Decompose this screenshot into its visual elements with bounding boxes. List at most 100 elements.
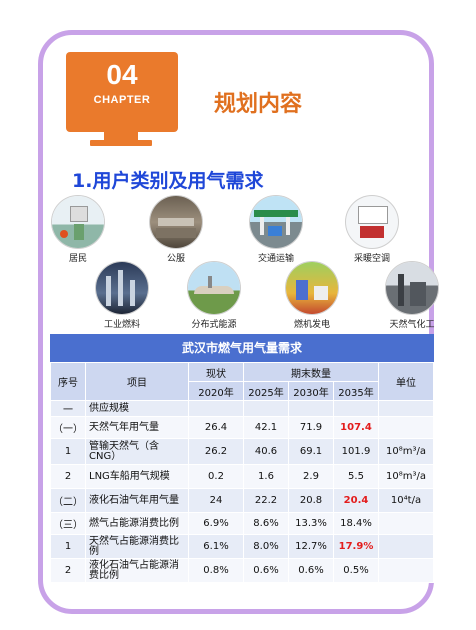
cell-2025: [243, 400, 289, 417]
cell-2020: [188, 400, 244, 417]
col-header-no: 序号: [50, 362, 86, 401]
row-no: （二）: [50, 488, 86, 513]
row-item: 液化石油气年用气量: [85, 488, 189, 513]
row-item: 管输天然气（含CNG）: [85, 438, 189, 465]
cell-2030: 12.7%: [288, 534, 334, 559]
row-unit: [378, 534, 434, 559]
badge-base: [90, 140, 152, 146]
cell-2030: 2.9: [288, 464, 334, 489]
section-title: 1.用户类别及用气需求: [72, 170, 264, 192]
category-label: 分布式能源: [191, 320, 237, 330]
row-unit: 10⁸m³/a: [378, 464, 434, 489]
cell-2035: 107.4: [333, 416, 379, 439]
badge-stand: [104, 132, 138, 140]
gas-station-icon: [250, 196, 302, 248]
cell-2020: 24: [188, 488, 244, 513]
category-residential: 居民: [38, 196, 118, 264]
category-gas-chemical: 天然气化工: [372, 262, 452, 330]
cell-2035: 18.4%: [333, 512, 379, 535]
category-public-service: 公服: [136, 196, 216, 264]
category-label: 天然气化工: [389, 320, 435, 330]
row-unit: [378, 416, 434, 439]
row-unit: [378, 400, 434, 417]
col-header-item: 项目: [85, 362, 189, 401]
row-item: 天然气年用气量: [85, 416, 189, 439]
cell-2020: 6.1%: [188, 534, 244, 559]
cell-2025: 8.6%: [243, 512, 289, 535]
row-item: 天然气占能源消费比例: [85, 534, 189, 559]
cell-2035: [333, 400, 379, 417]
category-label: 公服: [166, 254, 185, 264]
table-row: （二） 液化石油气年用气量 24 22.2 20.8 20.4 10⁴t/a: [50, 488, 434, 513]
category-label: 居民: [68, 254, 87, 264]
cell-2030: 13.3%: [288, 512, 334, 535]
cell-2030: 71.9: [288, 416, 334, 439]
category-distributed-energy: 分布式能源: [174, 262, 254, 330]
gas-demand-table: 武汉市燃气用气量需求 序号 项目 现状 期末数量 单位 2020年 2025年 …: [50, 334, 434, 583]
category-industrial-fuel: 工业燃料: [82, 262, 162, 330]
cell-2020: 6.9%: [188, 512, 244, 535]
row-item: 燃气占能源消费比例: [85, 512, 189, 535]
table-row: （三） 燃气占能源消费比例 6.9% 8.6% 13.3% 18.4%: [50, 512, 434, 535]
cell-2035: 101.9: [333, 438, 379, 465]
cell-2020: 0.2: [188, 464, 244, 489]
table-row: （一） 天然气年用气量 26.4 42.1 71.9 107.4: [50, 416, 434, 439]
residential-icon: [52, 196, 104, 248]
category-label: 工业燃料: [103, 320, 140, 330]
row-item: LNG车船用气规模: [85, 464, 189, 489]
row-unit: 10⁴t/a: [378, 488, 434, 513]
table-row: 1 天然气占能源消费比例 6.1% 8.0% 12.7% 17.9%: [50, 534, 434, 559]
cell-2035: 5.5: [333, 464, 379, 489]
cell-2020: 0.8%: [188, 558, 244, 583]
table-row: 1 管输天然气（含CNG） 26.2 40.6 69.1 101.9 10⁸m³…: [50, 438, 434, 465]
row-no: 1: [50, 438, 86, 465]
col-header-year: 2030年: [288, 381, 334, 401]
col-header-year: 2020年: [188, 381, 244, 401]
cell-2030: 69.1: [288, 438, 334, 465]
public-service-icon: [150, 196, 202, 248]
cell-2030: [288, 400, 334, 417]
chapter-title: 规划内容: [214, 92, 303, 117]
row-no: （一）: [50, 416, 86, 439]
cell-2020: 26.2: [188, 438, 244, 465]
distributed-energy-icon: [188, 262, 240, 314]
row-item: 液化石油气占能源消费比例: [85, 558, 189, 583]
table-row: 2 LNG车船用气规模 0.2 1.6 2.9 5.5 10⁸m³/a: [50, 464, 434, 489]
chapter-label: CHAPTER: [93, 94, 151, 106]
row-no: 2: [50, 464, 86, 489]
cell-2020: 26.4: [188, 416, 244, 439]
row-no: 一: [50, 400, 86, 417]
category-label: 采暖空调: [353, 254, 390, 264]
cell-2025: 42.1: [243, 416, 289, 439]
cell-2025: 22.2: [243, 488, 289, 513]
chapter-badge: 04 CHAPTER: [66, 52, 178, 132]
cell-2035: 0.5%: [333, 558, 379, 583]
category-heating: 采暖空调: [332, 196, 412, 264]
cell-2035: 17.9%: [333, 534, 379, 559]
col-header-current: 现状: [188, 362, 244, 382]
category-power-generation: 燃机发电: [272, 262, 352, 330]
chemical-plant-icon: [386, 262, 438, 314]
cell-2035: 20.4: [333, 488, 379, 513]
cell-2025: 0.6%: [243, 558, 289, 583]
industrial-icon: [96, 262, 148, 314]
cell-2030: 0.6%: [288, 558, 334, 583]
col-header-unit: 单位: [378, 362, 434, 401]
category-transport: 交通运输: [236, 196, 316, 264]
cell-2025: 8.0%: [243, 534, 289, 559]
row-no: 1: [50, 534, 86, 559]
row-unit: [378, 558, 434, 583]
category-label: 燃机发电: [293, 320, 330, 330]
col-header-period: 期末数量: [243, 362, 379, 382]
chapter-number: 04: [106, 59, 138, 90]
row-item: 供应规模: [85, 400, 189, 417]
table-row: 2 液化石油气占能源消费比例 0.8% 0.6% 0.6% 0.5%: [50, 558, 434, 583]
cell-2025: 40.6: [243, 438, 289, 465]
table-row: 一 供应规模: [50, 400, 434, 417]
row-unit: 10⁸m³/a: [378, 438, 434, 465]
row-unit: [378, 512, 434, 535]
col-header-year: 2025年: [243, 381, 289, 401]
cell-2025: 1.6: [243, 464, 289, 489]
heating-icon: [346, 196, 398, 248]
table-title: 武汉市燃气用气量需求: [50, 334, 434, 362]
